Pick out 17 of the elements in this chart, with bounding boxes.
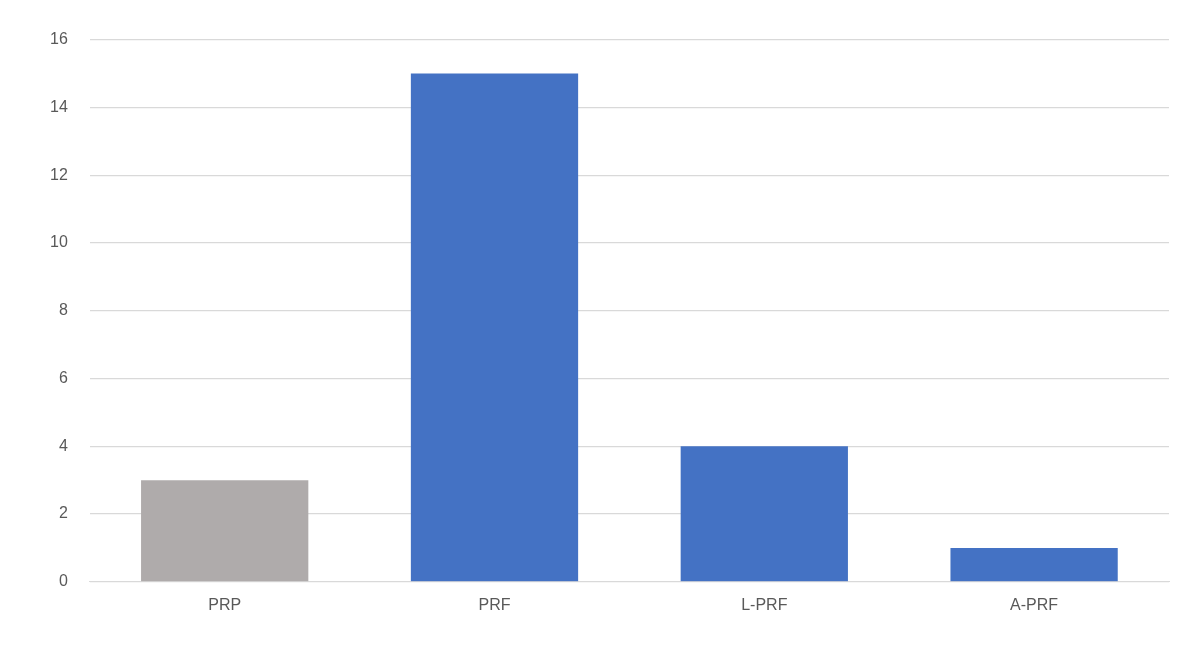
y-tick-label: 2 bbox=[58, 504, 68, 522]
x-tick-label: PRP bbox=[208, 595, 242, 613]
bar bbox=[141, 480, 309, 582]
bar bbox=[680, 446, 848, 582]
y-tick-label: 14 bbox=[50, 97, 68, 115]
y-tick-label: 0 bbox=[58, 572, 68, 590]
y-tick-label: 16 bbox=[50, 30, 68, 48]
y-tick-label: 12 bbox=[50, 165, 68, 183]
y-tick-label: 6 bbox=[58, 368, 68, 386]
bar bbox=[410, 73, 579, 582]
x-tick-label: PRF bbox=[478, 595, 511, 613]
x-tick-label: L-PRF bbox=[741, 595, 788, 613]
bar bbox=[950, 547, 1118, 582]
y-tick-label: 8 bbox=[58, 301, 68, 319]
y-tick-label: 4 bbox=[58, 436, 68, 454]
y-tick-label: 10 bbox=[50, 233, 68, 251]
x-tick-label: A-PRF bbox=[1010, 595, 1059, 613]
